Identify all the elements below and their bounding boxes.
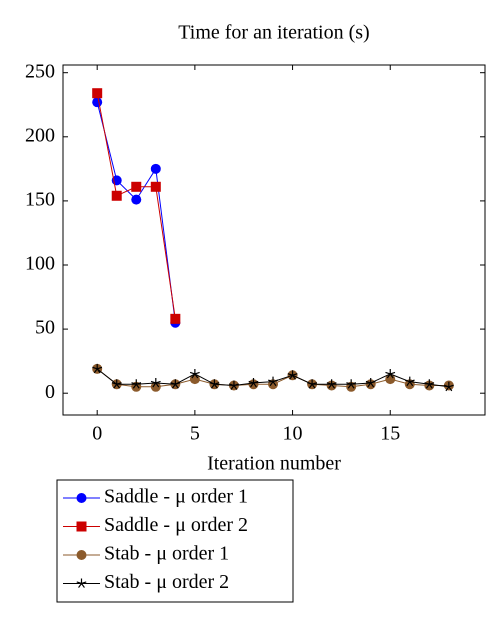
x-tick-label: 5 <box>190 423 200 445</box>
marker <box>150 181 161 192</box>
y-tick-label: 100 <box>25 253 55 275</box>
x-tick-label: 10 <box>283 423 303 445</box>
marker <box>209 379 220 389</box>
y-tick-label: 150 <box>25 188 55 210</box>
legend-label: Stab - μ order 1 <box>104 543 229 565</box>
marker <box>150 163 161 174</box>
y-tick-label: 250 <box>25 60 55 82</box>
marker <box>131 181 142 192</box>
marker <box>346 379 357 389</box>
marker <box>287 370 298 380</box>
x-axis-label: Iteration number <box>207 453 341 475</box>
x-tick-label: 0 <box>92 423 102 445</box>
legend-box <box>56 479 294 603</box>
marker <box>326 379 337 389</box>
series-line <box>96 102 176 323</box>
marker <box>111 379 122 389</box>
marker <box>248 377 259 388</box>
x-tick-label: 15 <box>380 423 400 445</box>
marker <box>385 368 396 379</box>
marker <box>170 313 181 324</box>
legend-label: Saddle - μ order 2 <box>104 514 248 536</box>
series-line <box>96 93 176 319</box>
marker <box>307 379 318 389</box>
marker <box>229 380 239 390</box>
marker <box>268 376 278 387</box>
marker <box>150 377 161 388</box>
legend-label: Saddle - μ order 1 <box>104 486 248 508</box>
marker <box>189 368 200 379</box>
marker <box>92 363 103 374</box>
legend-marker <box>76 493 87 503</box>
marker <box>404 376 415 387</box>
marker <box>424 379 435 389</box>
marker <box>131 379 142 389</box>
legend-marker <box>76 578 87 588</box>
y-tick-label: 200 <box>25 124 55 146</box>
marker <box>92 88 103 99</box>
marker <box>131 194 142 205</box>
marker <box>170 379 181 389</box>
legend-marker <box>76 521 87 532</box>
legend-marker <box>76 550 87 560</box>
marker <box>150 381 161 392</box>
plot-frame <box>62 64 486 416</box>
y-tick-label: 50 <box>35 317 55 339</box>
chart-title: Time for an iteration (s) <box>178 22 369 44</box>
legend-label: Stab - μ order 2 <box>104 571 229 593</box>
marker <box>443 381 454 392</box>
marker <box>111 190 122 201</box>
marker <box>92 97 103 108</box>
y-tick-label: 0 <box>45 381 55 403</box>
marker <box>365 377 376 388</box>
